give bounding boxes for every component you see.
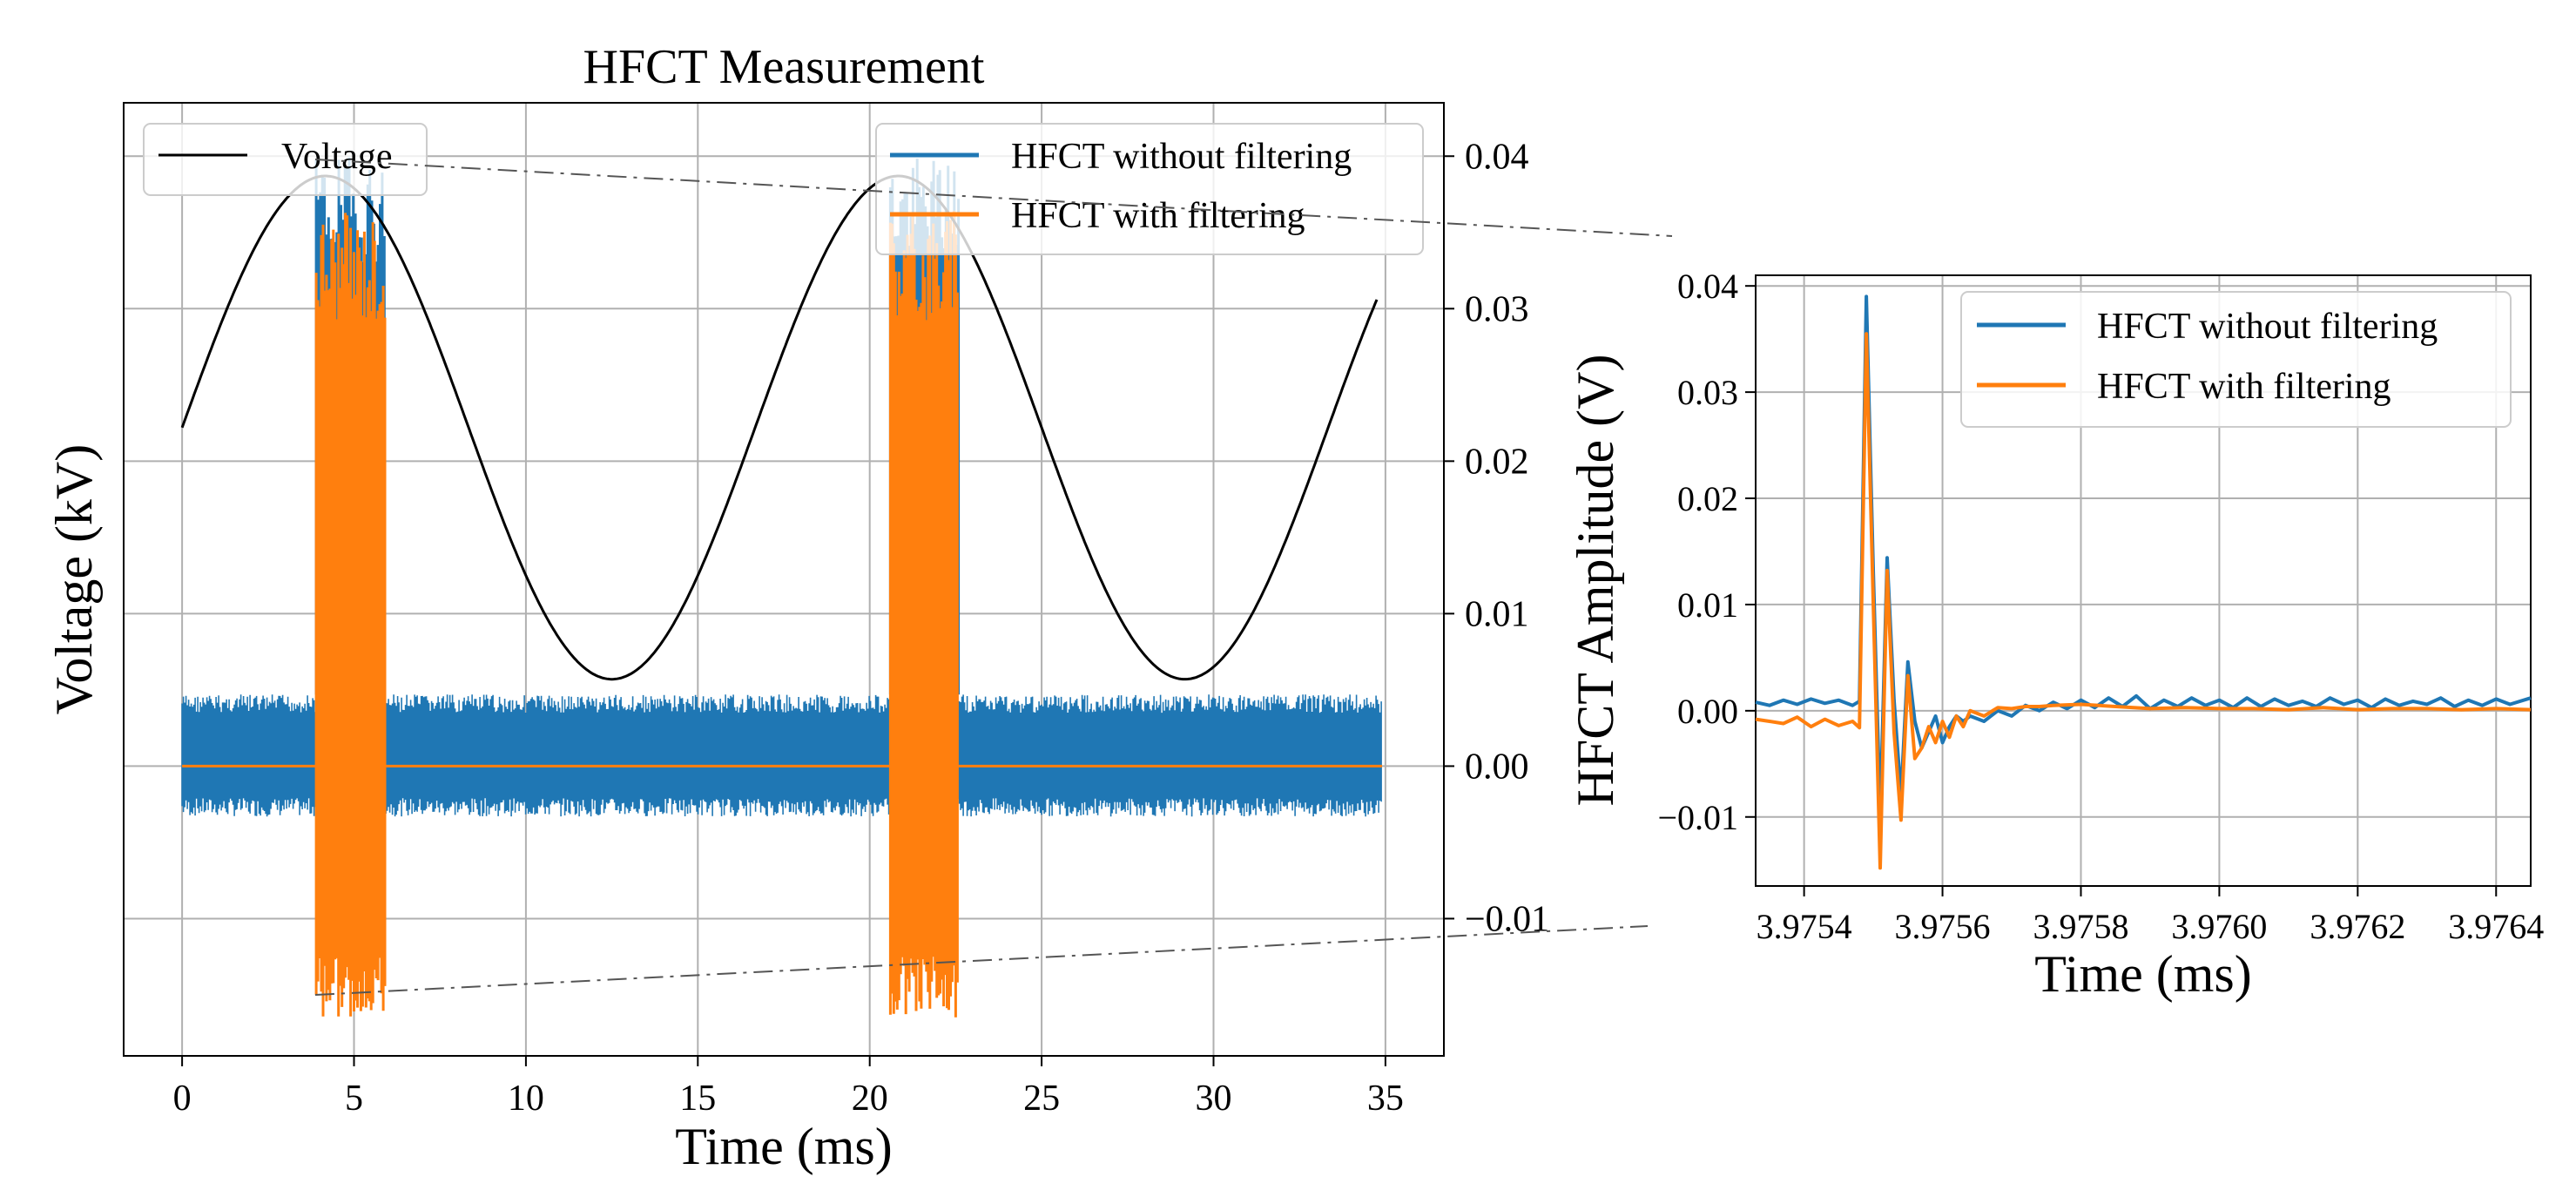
main-series-layer (180, 157, 1382, 1018)
inset-x-axis-label: Time (ms) (2034, 945, 2252, 1003)
inset-legend-unfiltered-label: HFCT without filtering (2097, 307, 2438, 347)
inset-plot: 3.9754 3.9756 3.9758 3.9760 3.9762 3.9764 −0.… (1567, 267, 2544, 1003)
inset-series-layer (1755, 294, 2532, 870)
legend-filtered-label: HFCT with filtering (1011, 196, 1305, 236)
main-plot-frame (123, 102, 1445, 1057)
inset-plot-frame (1755, 274, 2532, 887)
main-x-tick-label: 10 (508, 1079, 544, 1119)
inset-x-tick-label: 3.9760 (2171, 907, 2267, 946)
main-y-tick-label: 0.01 (1465, 594, 1529, 634)
inset-y-axis-label: HFCT Amplitude (V) (1567, 355, 1624, 807)
main-x-ticks: 0 5 10 15 20 25 30 35 (173, 1056, 1404, 1119)
inset-y-tick-label: 0.00 (1677, 692, 1738, 731)
main-y-tick-label: 0.03 (1465, 289, 1529, 329)
main-filtered-burst (888, 211, 959, 1018)
main-legend-right: HFCT without filtering HFCT with filteri… (875, 123, 1424, 255)
inset-x-tick-label: 3.9756 (1895, 907, 1991, 946)
main-x-tick-label: 35 (1367, 1079, 1404, 1119)
legend-right-box (875, 123, 1424, 255)
legend-unfiltered-label: HFCT without filtering (1011, 137, 1352, 177)
inset-y-tick-label: 0.02 (1677, 479, 1738, 518)
main-x-tick-label: 5 (345, 1079, 363, 1119)
main-y-tick-label: 0.04 (1465, 137, 1529, 177)
inset-legend: HFCT without filtering HFCT with filteri… (1960, 291, 2512, 428)
inset-x-ticks: 3.9754 3.9756 3.9758 3.9760 3.9762 3.9764 (1757, 886, 2544, 946)
inset-legend-filtered-label: HFCT with filtering (2097, 367, 2391, 407)
main-legend-left: Voltage (143, 123, 428, 196)
main-y-tick-label: 0.02 (1465, 442, 1529, 482)
main-plot: HFCT Measurement 0 5 10 15 20 25 30 35 −0.01 0.0… (45, 40, 1549, 1175)
legend-left-box (143, 123, 428, 196)
main-x-tick-label: 30 (1195, 1079, 1231, 1119)
main-title: HFCT Measurement (583, 40, 985, 94)
main-voltage-line (180, 174, 1379, 681)
main-x-tick-label: 20 (852, 1079, 888, 1119)
main-y-right-ticks: −0.01 0.00 0.01 0.02 0.03 0.04 (1444, 137, 1549, 939)
zoom-connector-top (314, 159, 1673, 237)
inset-y-tick-label: −0.01 (1657, 798, 1738, 837)
inset-legend-box (1960, 291, 2512, 428)
main-x-axis-label: Time (ms) (675, 1118, 893, 1175)
inset-x-tick-label: 3.9764 (2448, 907, 2544, 946)
main-x-tick-label: 0 (173, 1079, 192, 1119)
main-y-axis-label: Voltage (kV) (45, 444, 103, 715)
legend-voltage-label: Voltage (281, 137, 393, 177)
inset-y-ticks: −0.01 0.00 0.01 0.02 0.03 0.04 (1657, 267, 1756, 837)
inset-x-tick-label: 3.9762 (2310, 907, 2405, 946)
main-filtered-burst (314, 213, 387, 1017)
inset-x-tick-label: 3.9754 (1757, 907, 1852, 946)
main-x-tick-label: 25 (1023, 1079, 1060, 1119)
inset-y-tick-label: 0.03 (1677, 373, 1738, 412)
inset-filtered-line (1755, 332, 2532, 870)
main-x-tick-label: 15 (679, 1079, 716, 1119)
zoom-connector-bottom (314, 925, 1649, 996)
main-y-tick-label: −0.01 (1465, 899, 1549, 939)
inset-x-tick-label: 3.9758 (2033, 907, 2128, 946)
main-y-tick-label: 0.00 (1465, 747, 1529, 787)
inset-y-tick-label: 0.01 (1677, 585, 1738, 625)
inset-y-tick-label: 0.04 (1677, 267, 1738, 306)
